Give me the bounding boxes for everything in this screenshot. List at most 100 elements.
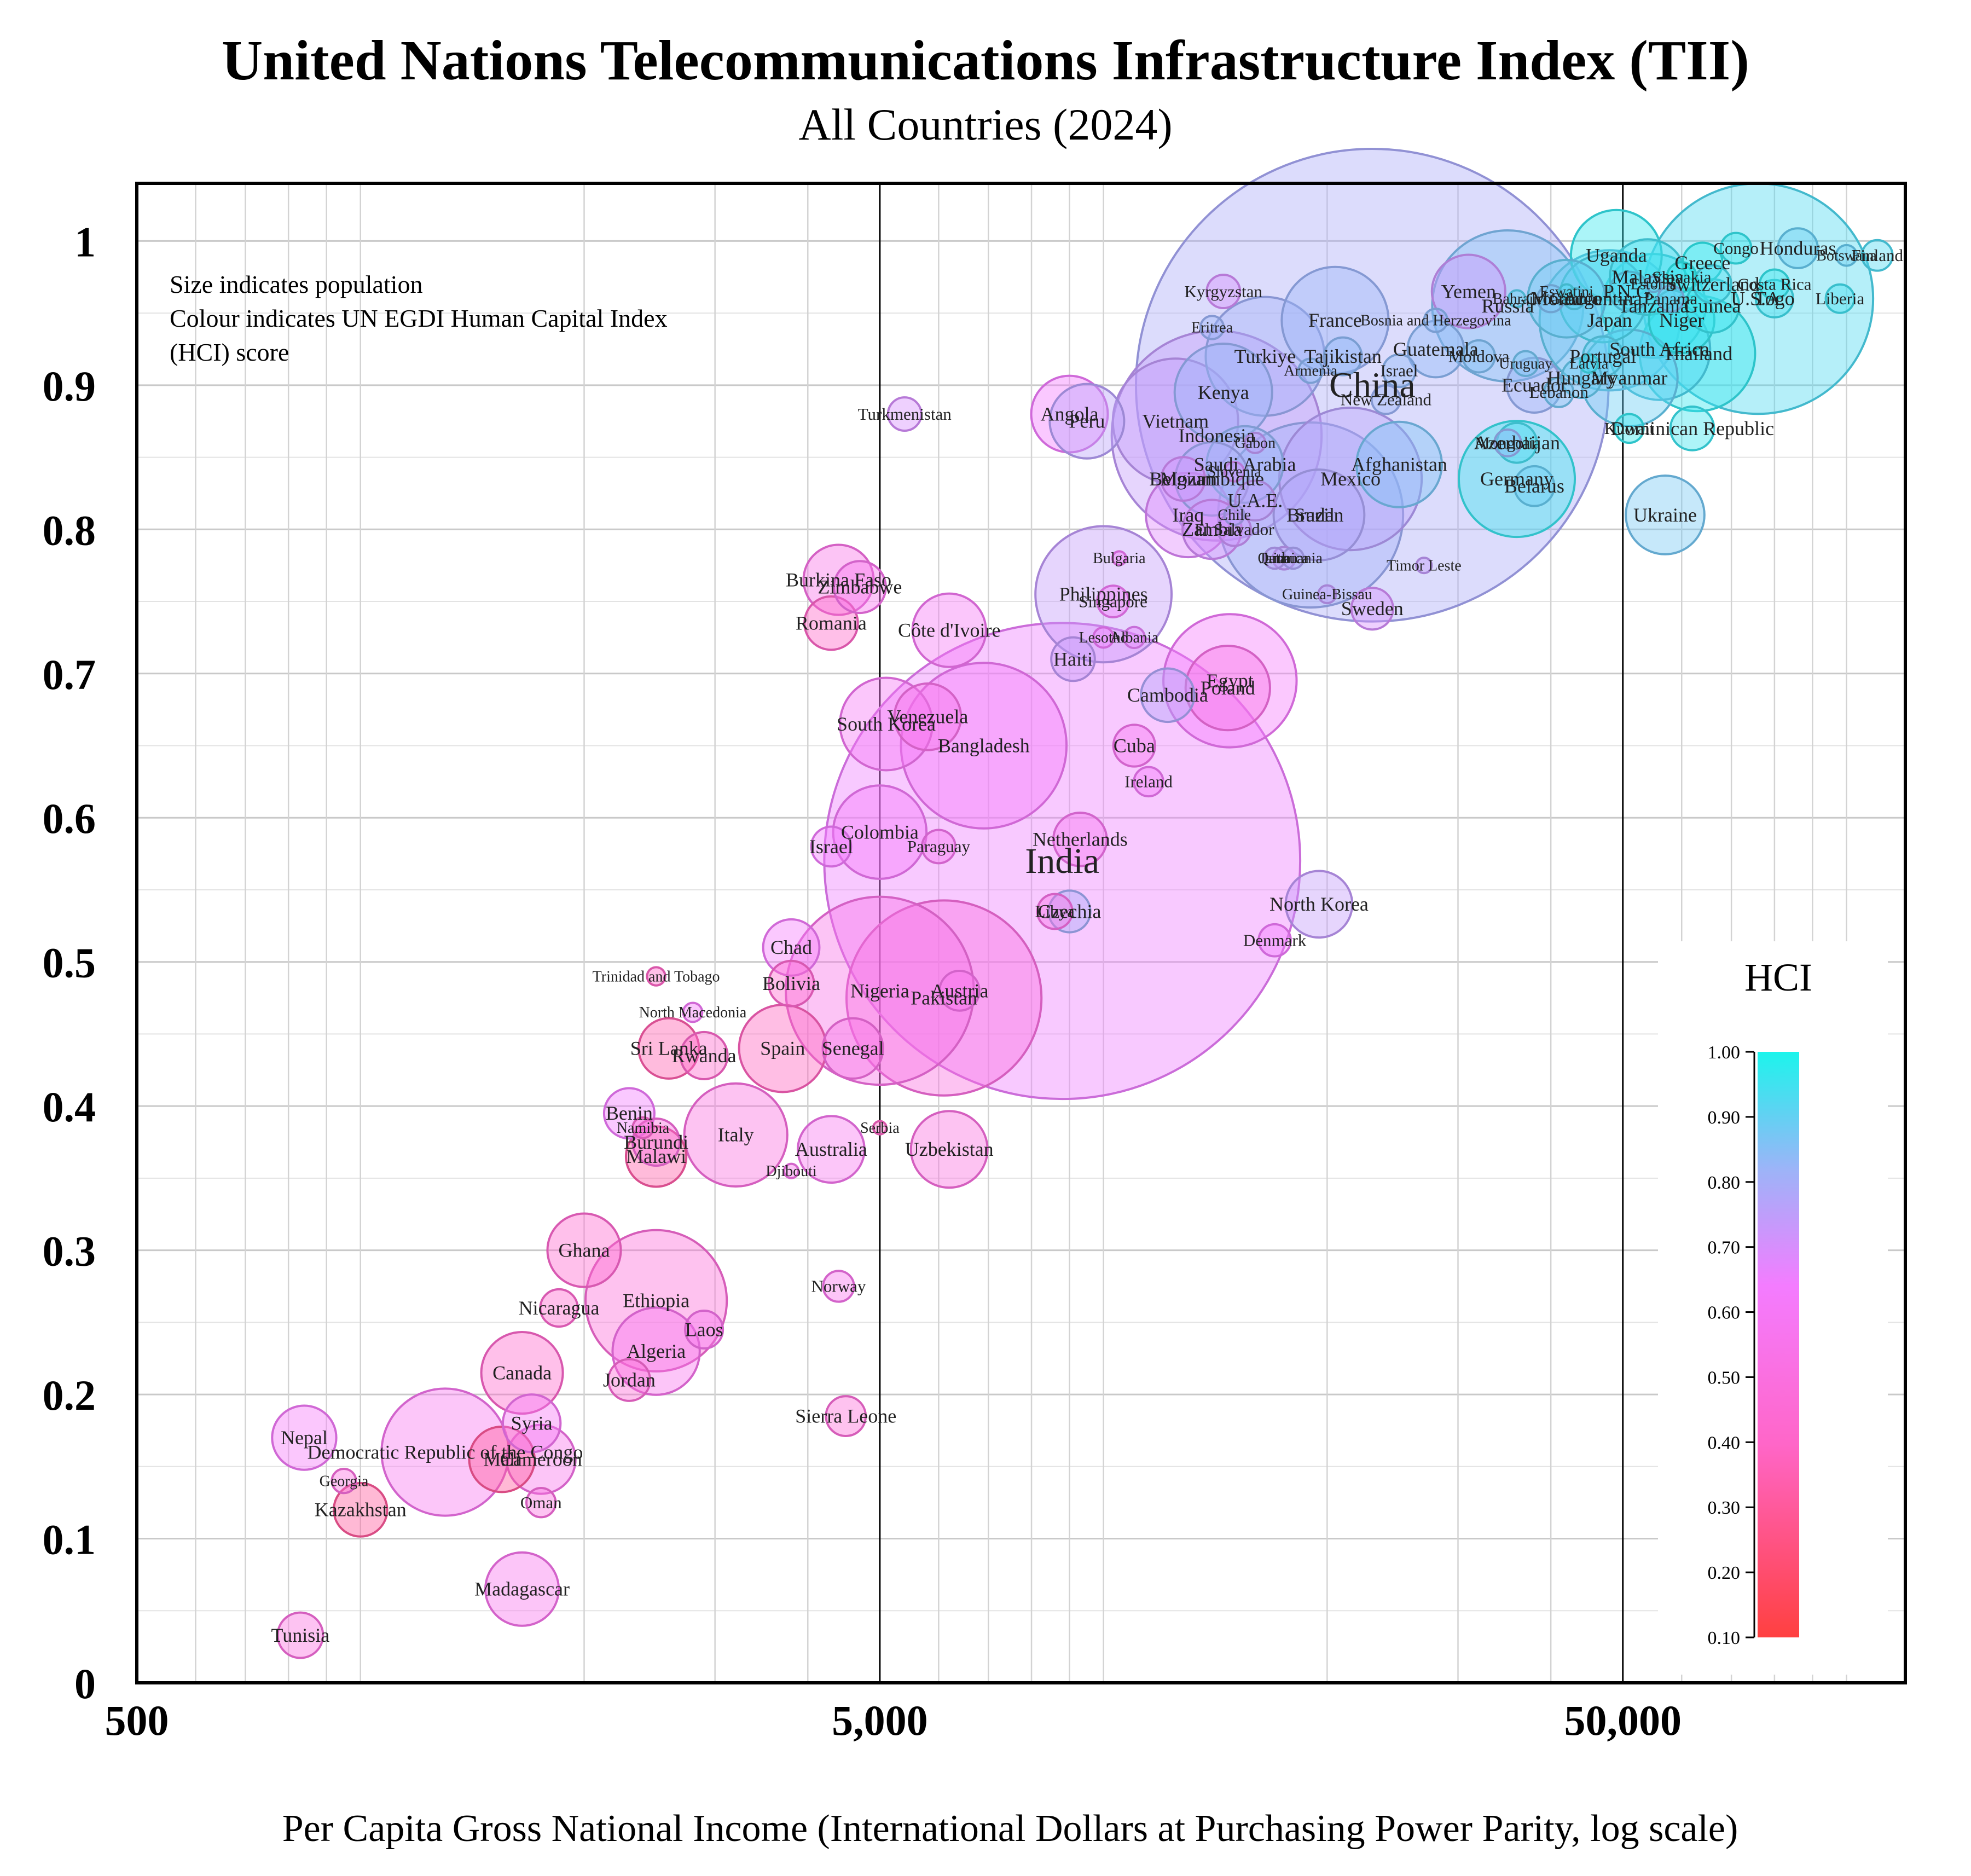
bubble-uganda bbox=[611, 1306, 701, 1396]
bubble-united-kingdom bbox=[1601, 253, 1707, 359]
country-label: Ethiopia bbox=[623, 1290, 689, 1312]
country-label: Georgia bbox=[320, 1473, 369, 1490]
y-tick-label: 0.3 bbox=[43, 1227, 96, 1275]
hci-colorbar: HCI 0.10 0.20 0.30 0.40 0.50 0.60 0.70 0.80 0.90… bbox=[1658, 941, 1888, 1675]
bubble-layer bbox=[271, 148, 1894, 1659]
country-label: Togo bbox=[1754, 288, 1794, 310]
country-label: Egypt bbox=[1207, 670, 1254, 692]
bubble-zambia bbox=[762, 918, 821, 977]
country-label: Ireland bbox=[1124, 772, 1173, 791]
country-label: South Africa bbox=[1609, 338, 1709, 360]
country-label: Myanmar bbox=[1591, 367, 1667, 389]
bubble-china bbox=[1134, 148, 1610, 623]
bubble-bolivia bbox=[1050, 636, 1096, 682]
country-label: Cambodia bbox=[1127, 684, 1208, 706]
bubble-denmark bbox=[1719, 231, 1753, 265]
country-label: Gabon bbox=[1234, 435, 1276, 451]
chart-subtitle: All Countries (2024) bbox=[798, 100, 1172, 149]
bubble-papua-new-guinea bbox=[825, 1395, 867, 1437]
country-label: Austria bbox=[930, 980, 988, 1001]
country-label: Nigeria bbox=[850, 980, 909, 1001]
colorbar-tick-label: 0.70 bbox=[1708, 1238, 1741, 1258]
bubble-uzbekistan bbox=[1048, 383, 1126, 460]
country-label: Zambia bbox=[1182, 518, 1242, 540]
colorbar-tick-label: 0.80 bbox=[1708, 1173, 1741, 1193]
country-label: Vietnam bbox=[1142, 410, 1209, 432]
bubble-togo bbox=[684, 1310, 724, 1350]
bubble-guinea-bissau bbox=[646, 966, 666, 987]
y-tick-label: 0.7 bbox=[43, 651, 96, 698]
bubble-egypt bbox=[1162, 613, 1298, 749]
country-label: Malaysia bbox=[1611, 266, 1684, 288]
country-label: Yemen bbox=[1441, 280, 1496, 302]
country-label: U.S.A. bbox=[1731, 288, 1785, 310]
country-label: Moldova bbox=[1448, 346, 1510, 366]
country-label: Sudan bbox=[1294, 504, 1343, 526]
country-label: India bbox=[1025, 841, 1099, 881]
bubble-gambia bbox=[631, 1116, 654, 1139]
country-label: Uganda bbox=[1586, 245, 1647, 267]
colorbar-tick-label: 0.30 bbox=[1708, 1498, 1741, 1518]
country-label: Croatia bbox=[1526, 289, 1576, 308]
bubble-singapore bbox=[1860, 239, 1894, 272]
bubble-iraq bbox=[1184, 644, 1271, 732]
country-label: Nicaragua bbox=[519, 1297, 600, 1319]
bubble-madagascar bbox=[505, 1423, 577, 1495]
country-label: Portugal bbox=[1569, 345, 1636, 367]
y-tick-label: 0.8 bbox=[43, 506, 96, 554]
y-axis: 0 0.1 0.2 0.3 0.4 0.5 0.6 0.7 0.8 0.9 1 bbox=[43, 218, 96, 1707]
bubble-laos bbox=[1036, 893, 1074, 930]
bubble-benin bbox=[767, 959, 815, 1008]
country-label: Tanzania bbox=[1618, 295, 1689, 317]
country-label: Saudi Arabia bbox=[1194, 454, 1296, 476]
bubble-afghanistan bbox=[480, 1331, 564, 1415]
x-axis: 500 5,000 50,000 bbox=[105, 1696, 1682, 1744]
country-label: Iraq bbox=[1172, 504, 1204, 526]
country-label: Afghanistan bbox=[1351, 454, 1447, 476]
country-label: Mozambique bbox=[1160, 468, 1264, 490]
bubble-tunisia bbox=[1160, 456, 1207, 502]
country-label: Botswana bbox=[1816, 247, 1877, 264]
bubble-greece bbox=[1495, 421, 1538, 464]
bubble-tanzania bbox=[683, 1082, 789, 1188]
country-label: Malawi bbox=[626, 1145, 686, 1167]
bubble-guinea bbox=[679, 1030, 729, 1080]
colorbar-tick-label: 0.20 bbox=[1708, 1563, 1741, 1583]
country-label: Peru bbox=[1069, 410, 1105, 432]
note-line-3: (HCI) score bbox=[170, 338, 289, 366]
bubble-eritrea bbox=[331, 1468, 357, 1495]
bubble-pakistan bbox=[845, 899, 1043, 1097]
country-label: Eritrea bbox=[1191, 320, 1233, 337]
bubble-mali bbox=[637, 1017, 700, 1080]
bubble-tajikistan bbox=[810, 825, 853, 868]
country-label: Cuba bbox=[1114, 734, 1155, 756]
bubble-romania bbox=[1505, 356, 1563, 414]
country-label: Pakistan bbox=[911, 987, 977, 1009]
country-label: Indonesia bbox=[1178, 425, 1255, 447]
bubble-bulgaria bbox=[1462, 339, 1496, 374]
y-tick-label: 0 bbox=[74, 1660, 96, 1707]
bubble-italy bbox=[1580, 328, 1679, 428]
country-label: Slovakia bbox=[1652, 267, 1712, 286]
y-tick-label: 0.2 bbox=[43, 1371, 96, 1419]
bubble-democratic-republic-of-the-congo bbox=[380, 1387, 510, 1517]
country-label: Dominican Republic bbox=[1610, 418, 1774, 439]
colorbar-tick-label: 0.40 bbox=[1708, 1433, 1741, 1453]
country-label: Russia bbox=[1481, 295, 1534, 317]
country-label: Laos bbox=[685, 1318, 723, 1340]
country-label: Azerbaijan bbox=[1474, 432, 1560, 454]
country-label: El Salvador bbox=[1195, 520, 1274, 539]
country-label: Guinea bbox=[1684, 295, 1741, 317]
bubble-turkmenistan bbox=[1257, 923, 1292, 958]
bubble-ghana bbox=[911, 592, 987, 668]
country-label: Philippines bbox=[1059, 583, 1148, 605]
country-label: Djibouti bbox=[766, 1163, 817, 1180]
country-label: Guatemala bbox=[1393, 338, 1479, 360]
bubble-qatar bbox=[1835, 244, 1858, 267]
country-label: Thailand bbox=[1662, 343, 1732, 364]
country-label: Paraguay bbox=[907, 837, 971, 856]
note-line-1: Size indicates population bbox=[170, 270, 422, 298]
bubble-trinidad-and-tobago bbox=[1415, 557, 1433, 575]
bubble-nigeria bbox=[785, 895, 975, 1086]
country-label: U.A.E. bbox=[1227, 489, 1283, 511]
